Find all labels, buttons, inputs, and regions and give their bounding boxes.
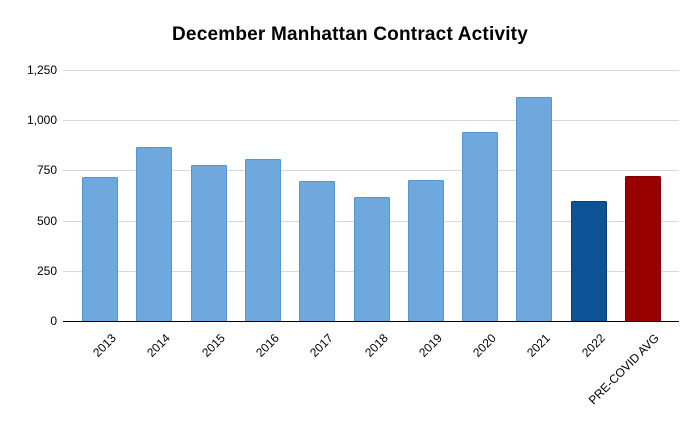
gridline xyxy=(63,70,679,71)
bar-2015 xyxy=(190,165,227,321)
bar-2016 xyxy=(244,159,281,321)
bar-2018 xyxy=(353,196,390,321)
y-axis-tick-label: 1,000 xyxy=(26,113,57,128)
gridline xyxy=(63,170,679,172)
y-axis-tick-label: 500 xyxy=(36,213,57,228)
chart-title: December Manhattan Contract Activity xyxy=(172,24,528,45)
bar-2021 xyxy=(516,97,553,321)
y-axis-tick-label: 1,250 xyxy=(26,63,57,77)
bar-2014 xyxy=(136,147,173,321)
gridline xyxy=(63,120,679,122)
bar-pre-covid-avg xyxy=(625,176,661,321)
y-axis-tick-label: 250 xyxy=(36,263,57,278)
y-axis-tick-label: 750 xyxy=(36,163,57,178)
bar-2022 xyxy=(570,200,607,321)
bar-2013 xyxy=(82,177,118,321)
x-axis-tick-label: 2013 xyxy=(90,331,119,360)
bar-2017 xyxy=(299,181,336,321)
bar-2020 xyxy=(462,132,499,321)
bar-2019 xyxy=(407,180,444,321)
plot-area xyxy=(63,70,679,323)
x-axis-line xyxy=(63,321,679,323)
y-axis-tick-label: 0 xyxy=(50,314,57,328)
